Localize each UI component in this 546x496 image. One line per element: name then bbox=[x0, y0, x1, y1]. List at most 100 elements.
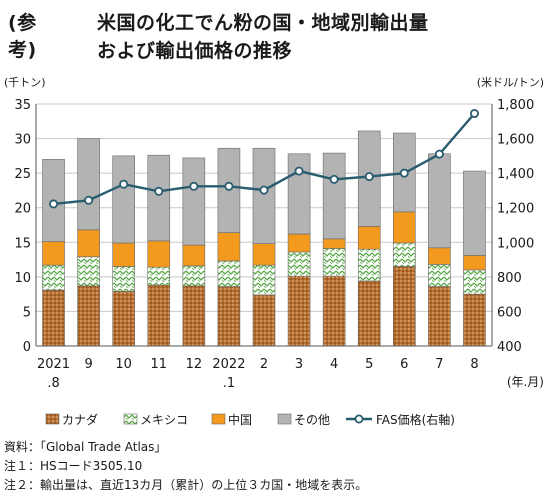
bar-segment bbox=[217, 260, 241, 287]
price-point bbox=[224, 181, 234, 191]
title-line-2: および輸出価格の推移 bbox=[97, 40, 293, 62]
price-point bbox=[469, 109, 479, 119]
x-tick-label: .1 bbox=[223, 376, 235, 391]
bar-segment bbox=[182, 244, 206, 267]
bar-segment bbox=[147, 240, 171, 268]
price-point bbox=[119, 179, 129, 189]
bar-segment bbox=[357, 248, 381, 282]
bar-segment bbox=[252, 243, 276, 266]
legend: カナダ メキシコ 中国 その他 FAS価格(右軸) bbox=[45, 412, 455, 427]
price-point bbox=[84, 195, 94, 205]
bar-segment bbox=[252, 147, 276, 244]
left-tick-label: 0 bbox=[23, 340, 31, 355]
x-tick-label: 12 bbox=[186, 357, 203, 372]
title-line-1: 米国の化工でん粉の国・地域別輸出量 bbox=[97, 12, 429, 34]
left-tick-label: 25 bbox=[14, 167, 31, 182]
bar-segment bbox=[463, 170, 486, 256]
bar-segment bbox=[77, 256, 100, 287]
bar-segment bbox=[322, 275, 346, 347]
bar-segment bbox=[217, 232, 241, 262]
bar-segment bbox=[287, 153, 311, 235]
note-source: 資料：「Global Trade Atlas」 bbox=[4, 440, 167, 454]
left-tick-label: 15 bbox=[14, 236, 31, 251]
x-axis-unit: (年.月) bbox=[507, 375, 544, 389]
bar-segment bbox=[42, 264, 65, 291]
bar-segment bbox=[112, 291, 135, 347]
bar-segment bbox=[182, 157, 206, 246]
bar-segment bbox=[182, 285, 206, 347]
right-axis-unit: (米ドル/トン) bbox=[477, 76, 544, 89]
title-ref: (参考) bbox=[8, 12, 37, 61]
bar-segment bbox=[77, 285, 100, 347]
x-tick-label: 10 bbox=[115, 357, 132, 372]
legend-swatch bbox=[211, 413, 226, 425]
left-tick-label: 5 bbox=[23, 305, 31, 320]
price-point bbox=[399, 168, 409, 178]
x-tick-label: 2021 bbox=[37, 357, 70, 372]
legend-swatch bbox=[277, 413, 292, 425]
legend-swatch bbox=[45, 413, 60, 425]
notes: 資料：「Global Trade Atlas」 注１：HSコード3505.10 … bbox=[4, 438, 367, 495]
bar-segment bbox=[77, 138, 100, 231]
note-1: 注１：HSコード3505.10 bbox=[4, 459, 143, 473]
x-tick-label: 11 bbox=[150, 357, 167, 372]
bar-segment bbox=[393, 211, 416, 244]
bar-segment bbox=[287, 233, 311, 253]
bar-segment bbox=[147, 154, 171, 242]
bar-segment bbox=[112, 242, 135, 267]
bar-segment bbox=[322, 238, 346, 249]
bar-segment bbox=[217, 286, 241, 347]
left-axis-unit: (千トン) bbox=[4, 76, 46, 89]
legend-label: FAS価格(右軸) bbox=[376, 412, 455, 427]
price-point bbox=[49, 199, 59, 209]
bar-segment bbox=[463, 293, 486, 347]
bar-segment bbox=[287, 275, 311, 347]
bar-segment bbox=[252, 264, 276, 296]
price-point bbox=[259, 185, 269, 195]
right-tick-label: 1,600 bbox=[497, 133, 534, 148]
bar-segment bbox=[252, 294, 276, 347]
left-tick-label: 10 bbox=[14, 271, 31, 286]
right-tick-label: 1,000 bbox=[497, 236, 534, 251]
price-line bbox=[49, 109, 479, 209]
bar-segment bbox=[428, 286, 451, 347]
bar-segment bbox=[428, 153, 451, 249]
bars bbox=[42, 130, 486, 347]
x-tick-label: 9 bbox=[84, 357, 92, 372]
bar-segment bbox=[147, 284, 171, 347]
x-tick-label: 8 bbox=[470, 357, 478, 372]
x-tick-label: 5 bbox=[365, 357, 373, 372]
right-tick-label: 400 bbox=[497, 340, 522, 355]
bar-segment bbox=[357, 280, 381, 347]
price-point bbox=[329, 174, 339, 184]
price-point bbox=[154, 186, 164, 196]
price-point bbox=[294, 166, 304, 176]
bar-segment bbox=[322, 248, 346, 277]
bar-segment bbox=[182, 265, 206, 287]
right-tick-label: 1,400 bbox=[497, 167, 534, 182]
right-tick-label: 1,200 bbox=[497, 202, 534, 217]
bar-segment bbox=[112, 266, 135, 292]
x-tick-label: 2022 bbox=[212, 357, 245, 372]
bar-segment bbox=[393, 266, 416, 347]
bar-segment bbox=[322, 152, 346, 240]
price-point bbox=[189, 181, 199, 191]
x-tick-label: 2 bbox=[260, 357, 268, 372]
note-2: 注２：輸出量は、直近13カ月（累計）の上位３カ国・地域を表示。 bbox=[4, 478, 368, 492]
legend-label: カナダ bbox=[62, 412, 98, 427]
legend-marker bbox=[354, 414, 364, 424]
left-tick-label: 30 bbox=[14, 133, 31, 148]
legend-label: 中国 bbox=[228, 412, 252, 427]
bar-segment bbox=[77, 229, 100, 258]
bar-segment bbox=[428, 247, 451, 265]
bar-segment bbox=[463, 255, 486, 271]
price-point bbox=[434, 149, 444, 159]
x-tick-label: 7 bbox=[435, 357, 443, 372]
x-tick-label: .8 bbox=[47, 376, 59, 391]
right-tick-label: 1,800 bbox=[497, 98, 534, 113]
x-tick-label: 4 bbox=[330, 357, 338, 372]
bar-segment bbox=[42, 241, 65, 266]
bar-segment bbox=[463, 269, 486, 295]
left-tick-label: 35 bbox=[14, 98, 31, 113]
